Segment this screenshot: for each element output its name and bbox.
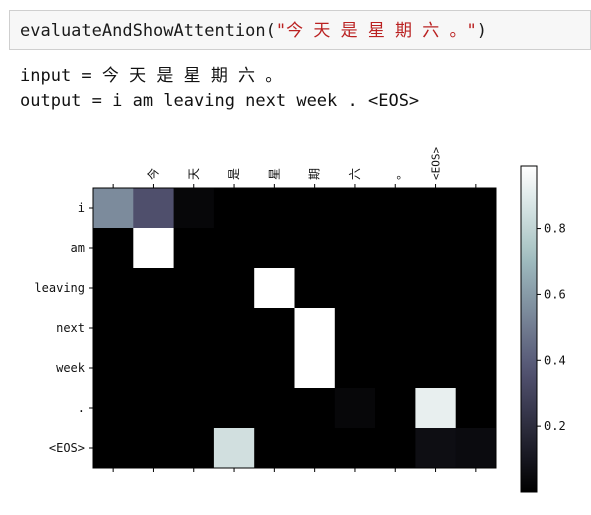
heatmap-cell: [455, 388, 497, 429]
heatmap-cell: [254, 268, 295, 309]
heatmap-cell: [375, 268, 416, 309]
heatmap-cell: [213, 348, 255, 389]
heatmap-cell: [294, 428, 336, 469]
heatmap-cell: [294, 388, 336, 429]
x-tick-label: 星: [267, 168, 281, 180]
code-function-call: evaluateAndShowAttention(: [20, 21, 276, 41]
heatmap-cell: [455, 428, 497, 469]
heatmap-cell: [375, 228, 416, 269]
heatmap-cell: [294, 268, 336, 309]
heatmap-cell: [213, 268, 255, 309]
heatmap-cell: [254, 228, 295, 269]
heatmap-cell: [294, 228, 336, 269]
heatmap-cell: [173, 348, 215, 389]
heatmap-cell: [415, 388, 457, 429]
heatmap-cell: [375, 388, 416, 429]
y-tick-label: leaving: [34, 281, 85, 295]
x-tick-label: 天: [187, 168, 201, 180]
heatmap-cell: [415, 308, 457, 349]
heatmap-cell: [93, 428, 134, 469]
heatmap-cell: [294, 308, 336, 349]
heatmap-cell: [375, 428, 416, 469]
heatmap-cell: [334, 228, 376, 269]
heatmap-cell: [93, 228, 134, 269]
heatmap-cell: [213, 388, 255, 429]
code-cell[interactable]: evaluateAndShowAttention("今 天 是 星 期 六 。"…: [9, 10, 591, 50]
y-tick-label: next: [56, 321, 85, 335]
heatmap-cell: [455, 188, 497, 229]
y-tick-label: week: [56, 361, 86, 375]
heatmap-cell: [93, 188, 134, 229]
heatmap-cell: [455, 348, 497, 389]
heatmap-cell: [375, 308, 416, 349]
heatmap-cell: [455, 228, 497, 269]
x-tick-label: 六: [348, 168, 362, 180]
heatmap-cell: [133, 388, 174, 429]
colorbar-tick-label: 0.8: [544, 222, 566, 236]
heatmap-cell: [173, 428, 215, 469]
heatmap-cell: [173, 308, 215, 349]
heatmap-cell: [334, 268, 376, 309]
heatmap-cell: [415, 228, 457, 269]
heatmap-cell: [213, 228, 255, 269]
code-string-argument: "今 天 是 星 期 六 。": [275, 21, 477, 41]
output-line: output = i am leaving next week . <EOS>: [20, 91, 420, 111]
heatmap-cell: [173, 268, 215, 309]
heatmap-cell: [254, 188, 295, 229]
heatmap-cell: [294, 188, 336, 229]
heatmap-cell: [415, 268, 457, 309]
heatmap-cell: [254, 388, 295, 429]
heatmap-cell: [455, 268, 497, 309]
heatmap-cell: [334, 428, 376, 469]
heatmap-cell: [254, 308, 295, 349]
heatmap-cell: [93, 388, 134, 429]
colorbar-tick-label: 0.2: [544, 419, 566, 433]
heatmap-cell: [93, 348, 134, 389]
heatmap-cell: [415, 348, 457, 389]
heatmap-cell: [133, 348, 174, 389]
y-tick-label: .: [78, 401, 85, 415]
heatmap-cell: [93, 308, 134, 349]
input-line: input = 今 天 是 星 期 六 。: [20, 66, 283, 86]
heatmap-cell: [213, 428, 255, 469]
y-tick-label: am: [71, 241, 85, 255]
heatmap-cell: [375, 348, 416, 389]
heatmap-cell: [334, 348, 376, 389]
y-tick-label: <EOS>: [49, 441, 85, 455]
heatmap-cell: [334, 188, 376, 229]
y-tick-label: i: [78, 201, 85, 215]
colorbar-tick-label: 0.4: [544, 353, 566, 367]
x-tick-label: <EOS>: [430, 147, 443, 180]
heatmap-cell: [213, 308, 255, 349]
colorbar: [520, 165, 538, 493]
heatmap-cell: [415, 428, 457, 469]
cell-output: input = 今 天 是 星 期 六 。 output = i am leavi…: [20, 64, 419, 114]
heatmap-cell: [133, 428, 174, 469]
heatmap-cell: [213, 188, 255, 229]
heatmap-cell: [173, 228, 215, 269]
heatmap-cell: [375, 188, 416, 229]
heatmap-cell: [173, 388, 215, 429]
heatmap-cell: [93, 268, 134, 309]
heatmap-cell: [254, 348, 295, 389]
heatmap-cell: [133, 188, 174, 229]
x-tick-label: 。: [388, 168, 402, 180]
colorbar-tick-label: 0.6: [544, 287, 566, 301]
heatmap-cell: [415, 188, 457, 229]
x-tick-label: 今: [145, 168, 160, 180]
heatmap-cell: [334, 388, 376, 429]
heatmap-cell: [334, 308, 376, 349]
heatmap-cell: [133, 228, 174, 269]
heatmap-cell: [133, 268, 174, 309]
heatmap-cell: [294, 348, 336, 389]
heatmap-cell: [254, 428, 295, 469]
code-closing-paren: ): [476, 21, 488, 41]
heatmap-cell: [455, 308, 497, 349]
heatmap-cell: [133, 308, 174, 349]
x-tick-label: 是: [227, 168, 241, 180]
heatmap-cell: [173, 188, 215, 229]
x-tick-label: 期: [308, 168, 322, 180]
